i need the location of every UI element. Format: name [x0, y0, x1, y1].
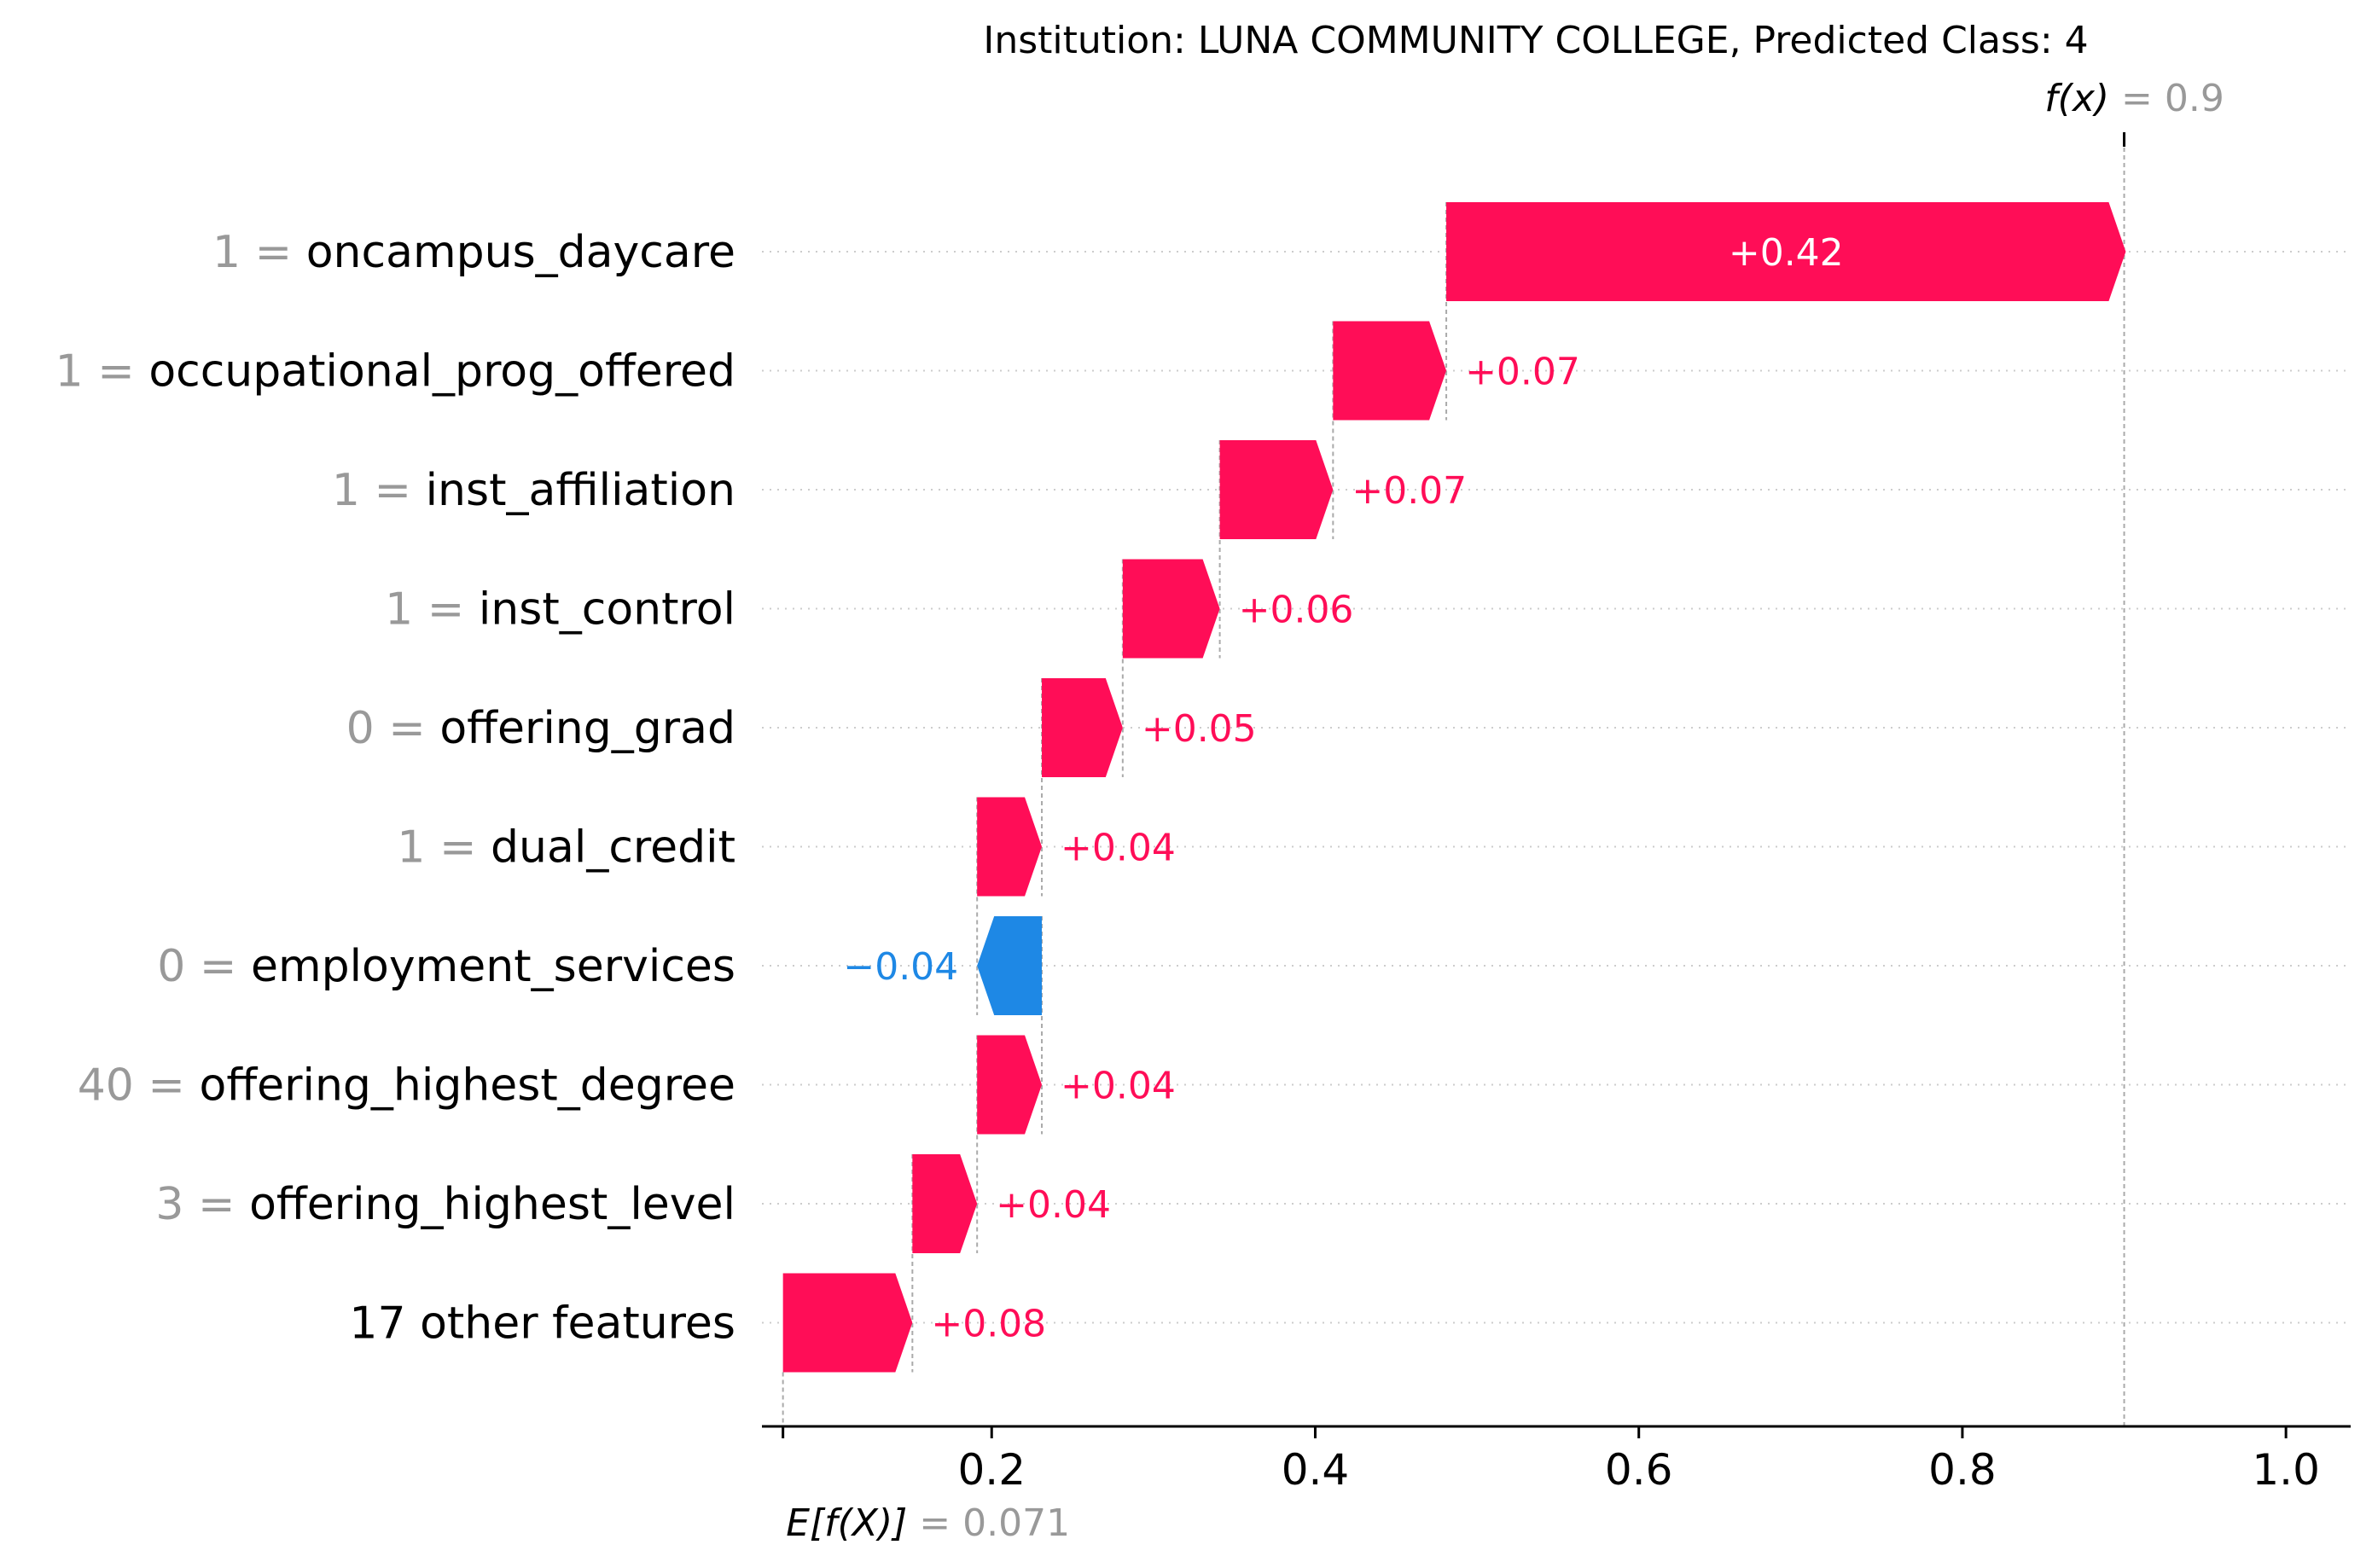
feature-value: 0 =: [157, 941, 251, 992]
bar-occupational_prog_offered: [1333, 321, 1447, 421]
feature-name: inst_control: [479, 584, 735, 636]
feature-name: offering_highest_degree: [200, 1060, 736, 1112]
feature-value: 40 =: [78, 1060, 200, 1112]
bar-offering_highest_level: [912, 1154, 978, 1253]
base-value: = 0.071: [907, 1501, 1070, 1545]
feature-name: dual_credit: [491, 822, 735, 874]
bar-dual_credit: [977, 797, 1043, 897]
feature-value: 3 =: [155, 1179, 249, 1230]
bar-17-other-features: [782, 1273, 913, 1373]
contribution-label: +0.07: [1352, 469, 1467, 513]
bars: +0.42 +0.07 +0.07 +0.06 +0.05 +0.04 −0.04 +0.04…: [782, 202, 2126, 1373]
contribution-label: +0.04: [1061, 1065, 1176, 1108]
feature-label: 1 = dual_credit: [397, 822, 735, 874]
bar-inst_affiliation: [1219, 440, 1334, 539]
output-value-annotation: f(x) = 0.9: [2044, 77, 2224, 120]
x-tick-label: 0.6: [1605, 1445, 1673, 1495]
bar-connectors: [782, 132, 2125, 1426]
feature-name: inst_affiliation: [426, 465, 735, 516]
base-value-annotation: E[f(X)] = 0.071: [786, 1501, 1070, 1545]
feature-value: 1 =: [332, 465, 426, 516]
value-annotations: f(x) = 0.9 E[f(X)] = 0.071: [786, 77, 2224, 1545]
contribution-label: +0.06: [1239, 589, 1354, 632]
bar-inst_control: [1122, 559, 1220, 659]
x-axis: 0.2 0.4 0.6 0.8 1.0: [762, 132, 2351, 1495]
feature-value: 1 =: [212, 227, 306, 278]
feature-label: 0 = offering_grad: [346, 703, 735, 754]
feature-label: 3 = offering_highest_level: [155, 1179, 735, 1230]
feature-value: 0 =: [346, 703, 440, 754]
bar-offering_grad: [1042, 678, 1123, 777]
feature-value: 1 =: [397, 822, 491, 874]
feature-label: 1 = occupational_prog_offered: [55, 346, 735, 398]
feature-name: offering_highest_level: [249, 1179, 735, 1230]
feature-label: 1 = oncampus_daycare: [212, 227, 735, 278]
feature-name: 17 other features: [349, 1298, 735, 1350]
feature-label: 40 = offering_highest_degree: [78, 1060, 735, 1112]
contribution-label: +0.04: [1061, 827, 1176, 870]
x-tick-label: 0.2: [957, 1445, 1026, 1495]
contribution-label: +0.04: [996, 1183, 1111, 1227]
feature-name: oncampus_daycare: [306, 227, 735, 278]
contribution-label: +0.07: [1465, 351, 1580, 394]
feature-label: 0 = employment_services: [157, 941, 735, 992]
feature-label: 1 = inst_control: [385, 584, 735, 636]
bar-oncampus_daycare: [1446, 202, 2126, 301]
feature-name: offering_grad: [439, 703, 735, 754]
output-value: = 0.9: [2109, 77, 2224, 120]
x-tick-label: 0.8: [1928, 1445, 1997, 1495]
feature-label: 1 = inst_affiliation: [332, 465, 735, 516]
base-label: E[f(X)]: [786, 1501, 907, 1545]
chart-title: Institution: LUNA COMMUNITY COLLEGE, Pre…: [983, 19, 2088, 62]
feature-value: 1 =: [55, 346, 149, 398]
contribution-label: +0.08: [931, 1303, 1046, 1346]
output-label: f(x): [2044, 77, 2109, 120]
bar-employment_services: [977, 916, 1043, 1015]
feature-name: occupational_prog_offered: [148, 346, 735, 398]
contribution-label: +0.05: [1142, 707, 1257, 751]
feature-label: 17 other features: [349, 1298, 735, 1350]
feature-value: 1 =: [385, 584, 479, 636]
contribution-label: −0.04: [843, 945, 958, 989]
contribution-label: +0.42: [1729, 231, 1844, 275]
x-tick-label: 1.0: [2252, 1445, 2320, 1495]
grid-lines: [762, 251, 2351, 1324]
x-tick-label: 0.4: [1282, 1445, 1350, 1495]
feature-name: employment_services: [251, 941, 735, 992]
bar-offering_highest_degree: [977, 1035, 1043, 1135]
